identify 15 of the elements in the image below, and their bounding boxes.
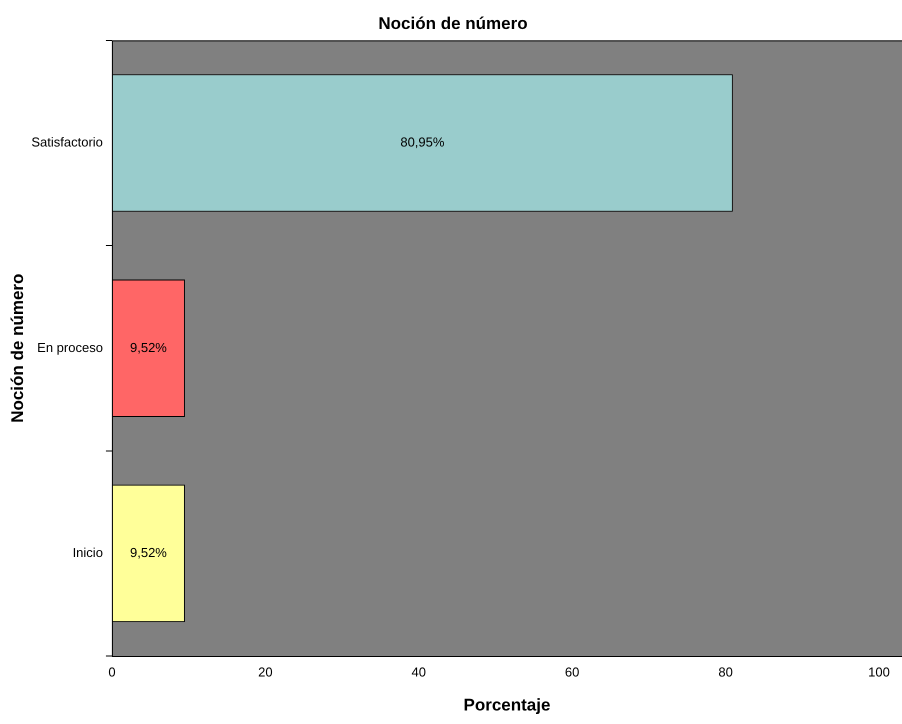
x-tick-label: 100 — [868, 664, 890, 680]
x-tick-label: 0 — [108, 664, 116, 680]
data-label: 9,52% — [130, 340, 168, 355]
y-tick-label: Inicio — [72, 544, 103, 560]
y-tick-label: En proceso — [37, 340, 103, 355]
x-axis-title: Porcentaje — [463, 695, 550, 714]
x-tick-label: 40 — [412, 664, 426, 680]
chart-title: Noción de número — [378, 14, 528, 33]
x-tick-label: 60 — [564, 664, 580, 680]
data-label: 9,52% — [130, 544, 168, 560]
x-tick-label: 20 — [258, 664, 273, 680]
data-label: 80,95% — [400, 134, 445, 150]
x-tick-label: 80 — [718, 664, 733, 680]
y-tick-label: Satisfactorio — [31, 134, 103, 150]
y-axis-title: Noción de número — [8, 274, 27, 423]
